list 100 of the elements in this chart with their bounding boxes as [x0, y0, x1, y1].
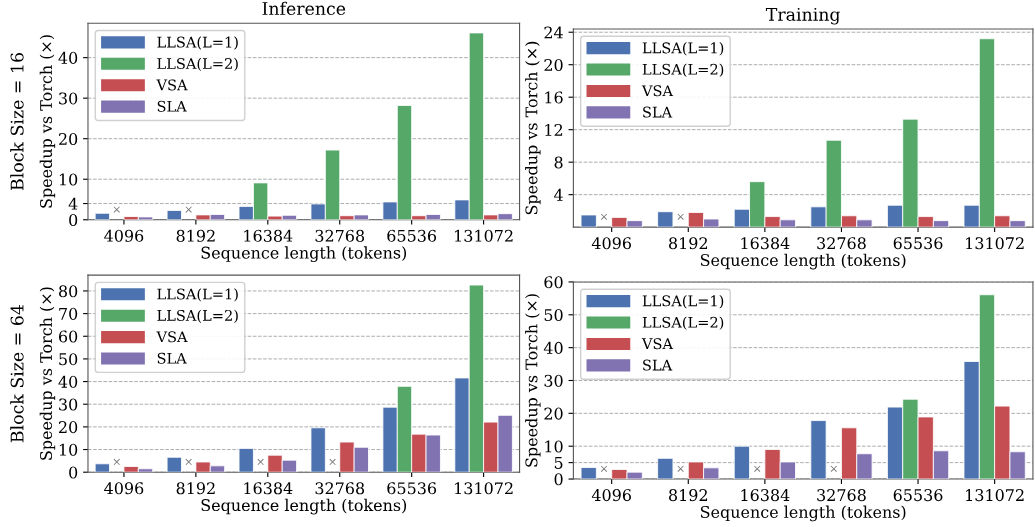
y-tick-label: 4 — [68, 197, 78, 210]
x-tick-label: 16384 — [741, 489, 790, 502]
legend-label: SLA — [643, 106, 673, 118]
y-tick-label: 16 — [545, 91, 563, 104]
legend-label: LLSA(L=1) — [157, 36, 238, 50]
chart-title: Inference — [262, 1, 346, 16]
bar — [657, 211, 674, 228]
y-tick-label: 24 — [544, 26, 563, 39]
legend-label: LLSA(L=2) — [642, 316, 724, 330]
y-tick-label: 8 — [554, 156, 563, 169]
y-tick-label: 50 — [544, 309, 563, 322]
bar — [166, 210, 182, 220]
y-tick-label: 30 — [59, 92, 78, 105]
x-tick-label: 32768 — [817, 489, 866, 502]
x-tick-label: 16384 — [244, 229, 293, 242]
bar — [310, 427, 326, 473]
x-tick-label: 65536 — [893, 489, 943, 502]
legend-label: SLA — [643, 359, 673, 371]
x-tick-label: 32768 — [817, 237, 866, 250]
legend-label: LLSA(L=1) — [642, 295, 724, 309]
x-tick-label: 8192 — [176, 482, 215, 495]
y-tick-label: 20 — [59, 132, 78, 145]
x-tick-label: 32768 — [315, 482, 365, 495]
annotation: × — [600, 213, 608, 220]
y-tick-label: 20 — [544, 407, 563, 420]
legend-label: LLSA(L=2) — [157, 309, 238, 323]
annotation: × — [754, 465, 761, 472]
annotation: × — [113, 206, 120, 213]
legend-label: SLA — [157, 352, 187, 364]
y-tick-label: 40 — [543, 341, 563, 354]
x-tick-label: 4096 — [104, 482, 144, 495]
x-tick-label: 16384 — [741, 237, 790, 250]
annotation: × — [257, 458, 264, 466]
y-tick-label: 80 — [59, 285, 78, 298]
bar — [94, 463, 110, 473]
annotation: × — [677, 465, 684, 472]
y-tick-label: 40 — [58, 51, 78, 64]
x-tick-label: 4096 — [104, 229, 144, 242]
legend-label: LLSA(L=1) — [157, 288, 238, 302]
y-tick-label: 0 — [554, 473, 563, 486]
legend-label: VSA — [641, 338, 674, 350]
y-tick-label: 4 — [554, 188, 563, 201]
y-tick-label: 0 — [69, 213, 78, 227]
bar — [733, 445, 750, 480]
annotation: × — [185, 458, 192, 466]
x-tick-label: 131072 — [966, 489, 1024, 502]
y-axis-title: Speedup vs Torch (×) — [525, 41, 541, 215]
annotation: × — [113, 458, 120, 466]
y-tick-label: 10 — [59, 173, 78, 186]
legend-label: SLA — [157, 100, 187, 112]
y-tick-label: 70 — [59, 307, 78, 320]
x-tick-label: 8192 — [669, 237, 708, 250]
y-tick-label: 60 — [544, 276, 563, 289]
legend-label: VSA — [641, 85, 674, 97]
x-tick-label: 131072 — [966, 237, 1024, 250]
annotation: × — [329, 458, 336, 466]
x-tick-label: 65536 — [387, 482, 437, 495]
x-tick-label: 4096 — [591, 237, 631, 250]
y-tick-label: 10 — [59, 443, 78, 456]
y-tick-label: 50 — [59, 353, 78, 366]
x-tick-label: 16384 — [244, 482, 293, 495]
y-tick-label: 20 — [544, 58, 563, 72]
y-axis-title: Speedup vs Torch (×) — [39, 35, 56, 208]
x-tick-label: 65536 — [387, 229, 437, 242]
y-axis-title: Speedup vs Torch (×) — [525, 294, 541, 467]
y-tick-label: 20 — [59, 421, 78, 434]
y-tick-label: 10 — [545, 440, 563, 453]
y-tick-label: 0 — [69, 466, 78, 479]
annotation: × — [677, 213, 684, 220]
bar — [580, 467, 597, 480]
legend-label: LLSA(L=2) — [157, 57, 238, 72]
x-tick-label: 131072 — [455, 229, 513, 242]
x-tick-label: 4096 — [591, 489, 631, 502]
y-tick-label: 30 — [59, 398, 78, 411]
y-tick-label: 12 — [545, 123, 563, 136]
y-tick-label: 5 — [554, 457, 563, 469]
x-axis-title: Sequence length (tokens) — [201, 498, 407, 515]
x-axis-title: Sequence length (tokens) — [700, 505, 906, 522]
bar — [166, 456, 182, 473]
legend-label: LLSA(L=2) — [642, 63, 724, 77]
annotation: × — [185, 206, 192, 213]
bar — [657, 457, 674, 480]
legend-label: VSA — [156, 79, 188, 91]
x-tick-label: 8192 — [176, 229, 215, 242]
text: Block Size = 16 — [10, 53, 24, 191]
x-axis-title: Sequence length (tokens) — [201, 246, 407, 263]
bar — [810, 420, 827, 480]
x-tick-label: 32768 — [315, 229, 365, 242]
y-axis-title: Speedup vs Torch (×) — [39, 287, 56, 460]
chart-title: Training — [765, 7, 841, 25]
x-tick-label: 65536 — [893, 237, 943, 250]
x-tick-label: 131072 — [455, 482, 513, 495]
bar — [580, 214, 597, 228]
y-tick-label: 30 — [544, 374, 563, 387]
x-tick-label: 8192 — [669, 489, 708, 502]
annotation: × — [830, 465, 837, 472]
annotation: × — [600, 465, 608, 472]
bar — [238, 447, 254, 473]
x-axis-title: Sequence length (tokens) — [700, 253, 906, 270]
y-tick-label: 40 — [58, 375, 78, 388]
